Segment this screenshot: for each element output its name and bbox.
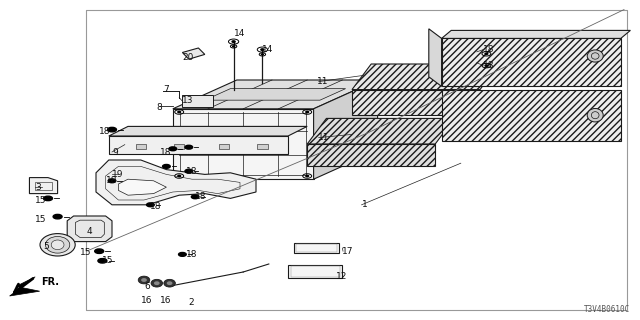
Text: 13: 13 xyxy=(182,96,194,105)
Text: 19: 19 xyxy=(112,170,124,179)
Text: 18: 18 xyxy=(483,61,495,70)
Bar xyxy=(219,144,229,149)
Polygon shape xyxy=(173,80,378,109)
Polygon shape xyxy=(182,48,205,59)
Text: 4: 4 xyxy=(86,228,92,236)
Ellipse shape xyxy=(141,278,147,282)
Circle shape xyxy=(306,111,308,113)
Circle shape xyxy=(98,259,107,263)
Polygon shape xyxy=(442,38,621,86)
Text: 12: 12 xyxy=(336,272,348,281)
Ellipse shape xyxy=(167,281,173,285)
Polygon shape xyxy=(109,136,288,154)
Ellipse shape xyxy=(138,276,150,284)
Polygon shape xyxy=(352,90,480,115)
Circle shape xyxy=(44,196,52,201)
Polygon shape xyxy=(314,80,378,179)
Polygon shape xyxy=(429,29,442,86)
Polygon shape xyxy=(352,64,499,90)
Circle shape xyxy=(232,41,235,42)
Text: 20: 20 xyxy=(182,53,194,62)
Polygon shape xyxy=(109,126,307,136)
Polygon shape xyxy=(173,109,314,179)
Text: 18: 18 xyxy=(99,127,111,136)
Circle shape xyxy=(261,49,264,50)
Text: 14: 14 xyxy=(262,45,274,54)
Text: 15: 15 xyxy=(102,256,114,265)
Circle shape xyxy=(185,145,193,149)
Bar xyxy=(291,266,340,277)
Bar xyxy=(136,144,146,149)
Text: 18: 18 xyxy=(150,202,162,211)
Polygon shape xyxy=(67,216,112,242)
Ellipse shape xyxy=(40,234,76,256)
Circle shape xyxy=(485,53,488,54)
Ellipse shape xyxy=(151,279,163,287)
Text: 2: 2 xyxy=(189,298,195,307)
Text: 1: 1 xyxy=(362,200,367,209)
Text: 17: 17 xyxy=(342,247,354,256)
Text: 9: 9 xyxy=(112,148,118,156)
Text: 8: 8 xyxy=(157,103,163,112)
Circle shape xyxy=(262,54,264,55)
Circle shape xyxy=(169,147,177,151)
Circle shape xyxy=(485,65,488,66)
Ellipse shape xyxy=(588,50,603,62)
Text: 18: 18 xyxy=(106,176,117,185)
Text: 11: 11 xyxy=(317,77,328,86)
Circle shape xyxy=(53,214,62,219)
Ellipse shape xyxy=(164,279,175,287)
Text: 6: 6 xyxy=(144,282,150,291)
Text: 18: 18 xyxy=(160,148,172,156)
Ellipse shape xyxy=(51,240,64,250)
Text: 11: 11 xyxy=(318,133,330,142)
Polygon shape xyxy=(307,144,435,166)
Text: 15: 15 xyxy=(80,248,92,257)
Text: 18: 18 xyxy=(195,192,207,201)
Text: T3V4B0610C: T3V4B0610C xyxy=(584,305,630,314)
Polygon shape xyxy=(442,30,630,38)
Polygon shape xyxy=(10,277,40,296)
Text: 7: 7 xyxy=(163,85,169,94)
Text: 15: 15 xyxy=(35,215,47,224)
Circle shape xyxy=(95,249,104,253)
Circle shape xyxy=(191,195,199,199)
Text: 16: 16 xyxy=(141,296,152,305)
Ellipse shape xyxy=(154,281,160,285)
Bar xyxy=(288,265,342,278)
Text: 16: 16 xyxy=(160,296,172,305)
Bar xyxy=(257,144,268,149)
Circle shape xyxy=(178,175,180,177)
Text: 5: 5 xyxy=(43,242,49,251)
Text: 18: 18 xyxy=(483,45,495,54)
Polygon shape xyxy=(442,90,621,141)
Circle shape xyxy=(163,164,170,168)
Text: 3: 3 xyxy=(35,183,41,192)
Text: FR.: FR. xyxy=(42,276,60,287)
Text: 14: 14 xyxy=(234,29,245,38)
Polygon shape xyxy=(96,160,256,205)
Circle shape xyxy=(108,127,116,132)
Circle shape xyxy=(306,175,308,177)
Circle shape xyxy=(108,179,116,183)
Circle shape xyxy=(178,111,180,113)
Text: 15: 15 xyxy=(35,196,47,204)
Bar xyxy=(294,243,339,253)
Ellipse shape xyxy=(588,108,603,122)
Polygon shape xyxy=(118,179,166,195)
Circle shape xyxy=(147,203,154,207)
Circle shape xyxy=(179,252,186,256)
Bar xyxy=(296,244,337,252)
Ellipse shape xyxy=(45,236,70,253)
Polygon shape xyxy=(29,178,58,194)
Circle shape xyxy=(185,169,193,173)
Bar xyxy=(174,144,184,149)
Circle shape xyxy=(233,46,235,47)
Text: 18: 18 xyxy=(186,250,197,259)
Bar xyxy=(182,95,213,107)
Polygon shape xyxy=(307,118,454,144)
Text: 18: 18 xyxy=(186,167,197,176)
Polygon shape xyxy=(205,89,346,100)
